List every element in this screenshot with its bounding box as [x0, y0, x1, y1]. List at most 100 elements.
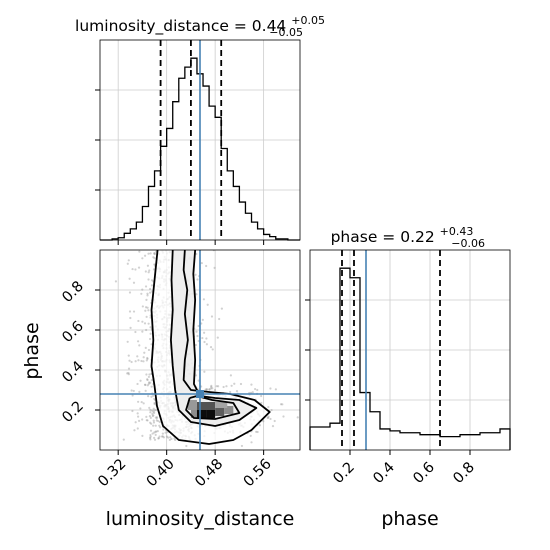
panel-frame — [99, 39, 301, 241]
sample-point — [147, 309, 150, 312]
sample-point — [149, 326, 152, 329]
sample-point — [148, 406, 151, 409]
sample-point — [152, 407, 155, 410]
x-axis-label: phase — [381, 508, 438, 530]
panel-frame — [99, 249, 301, 451]
phase-histogram-panel: 0.2 0.4 0.6 0.8 phase = 0.22 +0.43 −0.06 ph… — [305, 225, 511, 530]
sample-point — [134, 421, 137, 424]
sample-point — [143, 322, 147, 325]
density-cell — [187, 400, 197, 410]
sample-point — [144, 389, 147, 392]
sample-point — [144, 309, 147, 312]
sample-point — [145, 315, 148, 318]
sample-point — [145, 328, 148, 332]
x-ticks: 0.2 0.4 0.6 0.8 — [330, 450, 478, 487]
sample-point — [153, 431, 156, 434]
sample-point — [136, 412, 139, 415]
sample-point — [149, 421, 152, 424]
histogram-bin — [191, 58, 197, 240]
sample-point — [144, 346, 147, 349]
x-tick-label: 0.6 — [410, 459, 438, 487]
sample-point — [169, 436, 172, 439]
sample-point — [147, 278, 150, 281]
histogram-bin — [179, 78, 185, 240]
sample-point — [281, 403, 284, 406]
density-cell — [196, 410, 207, 418]
sample-point — [267, 405, 270, 409]
histogram-bin — [500, 429, 510, 450]
sample-point — [141, 288, 144, 291]
grid-lines — [310, 250, 510, 450]
sample-point — [211, 387, 214, 390]
sample-point — [150, 395, 153, 398]
histogram-bin — [155, 171, 161, 240]
sample-point — [270, 408, 273, 412]
contour-fill — [151, 250, 270, 444]
truth-marker — [196, 390, 204, 398]
sample-point — [146, 384, 149, 387]
x-tick-label: 0.2 — [330, 459, 358, 487]
title-lower-error: −0.05 — [269, 26, 303, 39]
joint-density-panel: 0.32 0.40 0.48 0.56 0.2 0.4 0.6 0.8 luminosity… — [21, 249, 301, 530]
sample-point — [133, 429, 136, 432]
sample-point — [132, 281, 136, 284]
luminosity-distance-histogram-panel: luminosity_distance = 0.44 +0.05 −0.05 — [75, 14, 325, 245]
histogram-bin — [258, 229, 264, 240]
histogram-bin — [400, 433, 410, 450]
sample-point — [256, 388, 259, 392]
sample-point — [158, 420, 161, 424]
sample-point — [250, 441, 253, 444]
sample-point — [203, 370, 206, 373]
sample-point — [144, 306, 148, 309]
sample-point — [162, 436, 165, 439]
sample-point — [233, 382, 236, 385]
title-value: phase = 0.22 — [331, 228, 435, 246]
sample-point — [137, 419, 141, 422]
x-tick-label: 0.56 — [241, 456, 275, 490]
sample-point — [136, 355, 139, 358]
sample-point — [260, 401, 263, 405]
sample-point — [157, 419, 160, 423]
sample-point — [134, 330, 137, 334]
sample-point — [173, 437, 176, 440]
panel-title: phase = 0.22 +0.43 — [331, 225, 474, 246]
sample-point — [142, 402, 145, 405]
sample-point — [222, 385, 225, 389]
sample-point — [143, 383, 147, 386]
sample-point — [152, 410, 155, 413]
sample-point — [208, 388, 211, 391]
density-cell — [224, 406, 234, 414]
sample-point — [170, 437, 173, 441]
histogram-bin — [320, 427, 330, 450]
histogram-bin — [330, 423, 340, 450]
sample-point — [149, 332, 152, 335]
sample-point — [138, 250, 141, 253]
density-cell — [206, 410, 216, 418]
sample-point — [140, 292, 143, 295]
sample-point — [251, 391, 254, 394]
sample-point — [152, 421, 156, 424]
histogram-bin — [450, 437, 460, 450]
sample-point — [146, 378, 149, 381]
sample-point — [195, 293, 198, 296]
sample-point — [162, 428, 165, 431]
sample-point — [143, 351, 146, 354]
contour-line — [170, 250, 258, 427]
x-ticks: 0.32 0.40 0.48 0.56 — [95, 450, 275, 490]
sample-point — [149, 252, 152, 255]
sample-point — [165, 435, 169, 438]
sample-point — [146, 419, 149, 422]
sample-point — [146, 294, 149, 297]
histogram-bin — [173, 102, 179, 240]
sample-point — [149, 381, 152, 384]
sample-point — [152, 424, 155, 427]
histogram-bin — [215, 117, 221, 240]
sample-point — [145, 419, 148, 422]
sample-point — [144, 270, 147, 273]
histogram-bin — [203, 86, 209, 240]
sample-point — [142, 356, 145, 359]
sample-point — [136, 340, 140, 343]
sample-point — [141, 257, 144, 260]
sample-point — [137, 266, 141, 269]
sample-point — [153, 251, 156, 255]
